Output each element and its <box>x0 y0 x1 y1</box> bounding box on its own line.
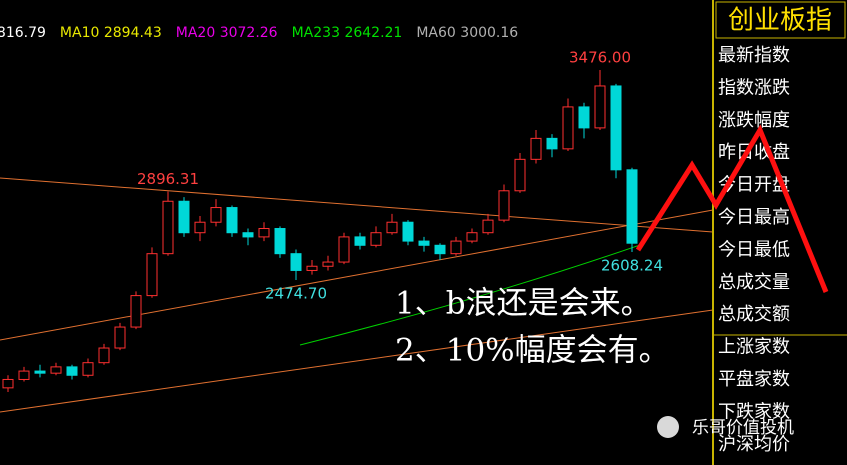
legend-name: MA10 <box>60 25 99 41</box>
candle-body <box>274 228 286 255</box>
legend-name: MA60 <box>416 25 455 41</box>
panel-item: 平盘家数 <box>718 369 790 390</box>
candle-body <box>562 106 574 150</box>
panel-title: 创业板指 <box>728 6 832 36</box>
candle-body <box>626 169 638 244</box>
candle-body <box>226 207 238 234</box>
candle-body <box>530 137 542 160</box>
candle-body <box>594 85 606 129</box>
candle-body <box>2 378 14 389</box>
candle-body <box>498 190 510 221</box>
legend-value: 3072.26 <box>220 25 278 41</box>
note: 2、10%幅度会有。 <box>395 333 670 369</box>
candle-body <box>370 232 382 246</box>
candle-body <box>50 366 62 374</box>
candle-body <box>98 347 110 364</box>
legend-entry: MA20 3072.26 <box>176 25 278 41</box>
candle-body <box>578 106 590 129</box>
price-label: 2608.24 <box>601 256 663 274</box>
ma-line <box>299 244 641 346</box>
panel-item: 今日最高 <box>718 207 790 228</box>
projection-zigzag <box>635 124 829 293</box>
legend-name: MA233 <box>292 25 340 41</box>
legend-name: MA20 <box>176 25 215 41</box>
candle-body <box>82 362 94 376</box>
candle-body <box>322 261 334 267</box>
legend-entry: MA60 3000.16 <box>416 25 518 41</box>
candle-body <box>402 221 414 242</box>
candle-body <box>18 370 30 380</box>
trend-line <box>0 177 714 233</box>
candle-body <box>162 200 174 255</box>
candle-body <box>610 85 622 171</box>
panel-item: 下跌家数 <box>718 401 790 422</box>
candle-body <box>338 236 350 263</box>
panel-item: 上涨家数 <box>718 337 790 358</box>
candle-body <box>258 228 270 238</box>
candle-body <box>482 219 494 234</box>
panel-title-box <box>715 1 846 39</box>
candle-body <box>450 240 462 255</box>
note: 1、b浪还是会来。 <box>395 286 652 322</box>
legend-entry: MA233 2642.21 <box>292 25 403 41</box>
panel-item: 涨跌幅度 <box>718 110 790 131</box>
candle-body <box>290 253 302 271</box>
legend-value: 3000.16 <box>460 25 518 41</box>
panel-item: 总成交额 <box>718 304 790 325</box>
candle-body <box>434 244 446 255</box>
watermark: 乐哥价值投机 <box>692 418 794 438</box>
panel-item: 今日最低 <box>718 239 790 260</box>
candle-body <box>354 236 366 246</box>
price-label: 2474.70 <box>265 284 327 302</box>
candle-body <box>146 253 158 297</box>
candle-body <box>66 366 78 376</box>
trend-line <box>0 209 714 341</box>
candle-body <box>178 200 190 234</box>
panel-item: 总成交量 <box>718 272 790 293</box>
candle-body <box>130 295 142 328</box>
panel-item: 最新指数 <box>718 45 790 66</box>
legend-value: 2894.43 <box>104 25 162 41</box>
panel-item: 今日开盘 <box>718 175 790 196</box>
candle-body <box>194 221 206 234</box>
price-label: 2896.31 <box>137 170 199 188</box>
panel-item: 沪深均价 <box>718 434 790 455</box>
price-label: 3476.00 <box>569 49 631 67</box>
candle-body <box>514 158 526 192</box>
legend-value: 2816.79 <box>0 25 46 41</box>
legend-entry: 2816.79 <box>0 25 46 41</box>
candle-body <box>466 232 478 242</box>
candle-body <box>386 221 398 234</box>
panel-item: 指数涨跌 <box>718 77 790 98</box>
candle-body <box>418 240 430 246</box>
candle-body <box>306 265 318 271</box>
candle-body <box>34 370 46 374</box>
watermark-icon <box>657 416 679 438</box>
candle-body <box>242 232 254 238</box>
panel-item: 昨日收盘 <box>718 142 790 163</box>
trend-line <box>0 309 714 413</box>
legend-entry: MA10 2894.43 <box>60 25 162 41</box>
candle-body <box>114 326 126 349</box>
legend-value: 2642.21 <box>344 25 402 41</box>
candle-body <box>210 207 222 223</box>
candle-body <box>546 137 558 150</box>
